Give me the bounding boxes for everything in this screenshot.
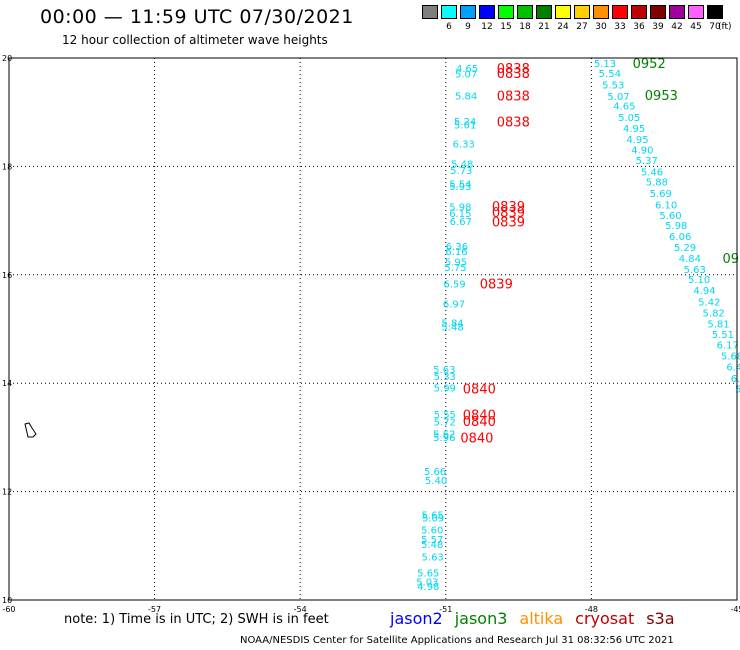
wave-height-label: 5.07 — [455, 70, 477, 81]
wave-height-label: 5.51 — [712, 330, 734, 341]
pass-time-label: 0838 — [497, 115, 530, 130]
pass-time-label: 0840 — [463, 383, 496, 398]
wave-height-label: 5.37 — [636, 156, 658, 167]
wave-height-label: 5.05 — [618, 113, 640, 124]
x-tick-label: -45 — [730, 605, 740, 614]
wave-height-label: 5.84 — [455, 91, 477, 102]
wave-height-label: 5.48 — [441, 322, 463, 333]
wave-height-label: 5.88 — [646, 178, 668, 189]
mission-legend-item: jason2 — [390, 609, 443, 628]
wave-height-label: 4.94 — [693, 286, 715, 297]
pass-time-label: 0840 — [460, 431, 493, 446]
wave-height-label: 5.42 — [698, 297, 720, 308]
y-tick-label: 16 — [2, 271, 12, 280]
wave-height-label: 5.96 — [433, 433, 455, 444]
pass-time-label: 0839 — [492, 216, 525, 231]
wave-height-label: 4.98 — [417, 582, 439, 593]
wave-height-label: 6.17 — [717, 341, 739, 352]
wave-height-label: 5.54 — [599, 69, 621, 80]
wave-height-label: 5.99 — [434, 384, 456, 395]
mission-legend-item: jason3 — [455, 609, 508, 628]
wave-height-label: 4.95 — [623, 124, 645, 135]
pass-time-label: 0838 — [497, 67, 530, 82]
wave-height-label: 5.93 — [449, 182, 471, 193]
wave-height-label: 6.59 — [443, 279, 465, 290]
wave-height-label: 5.75 — [444, 263, 466, 274]
credit-line: NOAA/NESDIS Center for Satellite Applica… — [240, 635, 674, 646]
wave-height-label: 5.33 — [434, 372, 456, 383]
wave-height-label: 5.63 — [422, 553, 444, 564]
pass-time-label: 0838 — [497, 89, 530, 104]
wave-height-label: 5.53 — [602, 81, 624, 92]
wave-height-label: 5.40 — [425, 476, 447, 487]
data-marks: 4.655.075.845.245.016.335.485.735.545.93… — [416, 57, 740, 593]
footer-note: note: 1) Time is in UTC; 2) SWH is in fe… — [64, 612, 329, 627]
wave-height-label: 5.48 — [421, 540, 443, 551]
wave-height-label: 5.01 — [454, 121, 476, 132]
wave-height-label: 5.82 — [703, 309, 725, 320]
y-tick-label: 12 — [2, 488, 12, 497]
wave-height-label: 5.73 — [450, 166, 472, 177]
wave-height-label: 6.33 — [453, 140, 475, 151]
mission-legend: jason2 jason3 altika cryosat s3a — [390, 609, 687, 628]
wave-height-label: 4.95 — [626, 135, 648, 146]
x-tick-label: -60 — [2, 605, 15, 614]
wave-height-label: 6.44 — [726, 362, 740, 373]
mission-legend-item: cryosat — [575, 609, 634, 628]
pass-time-label: 0839 — [480, 277, 513, 292]
pass-time-label: 0953 — [645, 89, 678, 104]
wave-height-label: 6.37 — [731, 374, 740, 385]
wave-height-label: 4.84 — [679, 254, 701, 265]
pass-time-label: 0840 — [463, 415, 496, 430]
wave-height-label: 4.65 — [613, 102, 635, 113]
wave-height-label: 6.67 — [450, 217, 472, 228]
wave-height-label: 6.06 — [669, 232, 691, 243]
pass-time-label: 0952 — [633, 57, 666, 72]
y-tick-label: 14 — [2, 379, 12, 388]
wave-height-label: 6.97 — [443, 300, 465, 311]
wave-height-label: 5.10 — [688, 275, 710, 286]
wave-height-label: 5.09 — [422, 514, 444, 525]
y-tick-label: 18 — [2, 162, 12, 171]
wave-height-label: 6.10 — [655, 200, 677, 211]
wave-height-label: 5.72 — [434, 418, 456, 429]
mission-legend-item: altika — [519, 609, 563, 628]
wave-height-label: 5.29 — [674, 243, 696, 254]
wave-height-label: 5.98 — [665, 221, 687, 232]
coastline-shape — [25, 423, 36, 437]
mission-legend-item: s3a — [646, 609, 674, 628]
wave-height-label: 5.69 — [650, 189, 672, 200]
